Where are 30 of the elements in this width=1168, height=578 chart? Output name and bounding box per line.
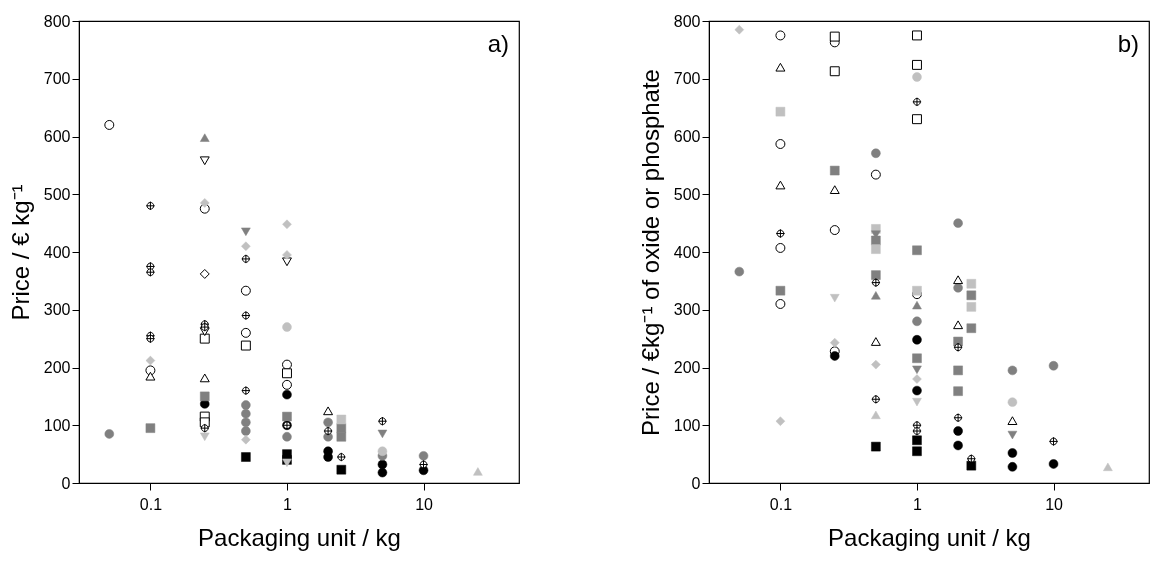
y-tick-label: 500 <box>43 185 71 203</box>
y-tick-label: 300 <box>673 301 701 319</box>
annotation: b) <box>1117 30 1139 57</box>
x-tick-label: 10 <box>415 495 434 513</box>
y-tick-label: 800 <box>43 12 71 30</box>
y-tick-label: 600 <box>43 128 71 145</box>
y-tick-label: 100 <box>43 416 71 434</box>
y-tick-label: 200 <box>673 359 701 376</box>
x-axis-title: Packaging unit / kg <box>198 523 401 551</box>
y-tick-label: 0 <box>61 474 71 492</box>
x-tick-label: 0.1 <box>769 495 793 513</box>
y-tick-label: 400 <box>673 243 701 261</box>
y-axis-title: Price / €kg⁻¹ of oxide or phosphate <box>636 69 664 436</box>
y-tick-label: 400 <box>43 243 71 261</box>
x-tick-label: 1 <box>283 495 293 513</box>
x-axis-title: Packaging unit / kg <box>828 523 1031 551</box>
y-axis-title: Price / € kg⁻¹ <box>6 184 34 321</box>
y-tick-label: 800 <box>673 12 701 30</box>
y-tick-label: 100 <box>673 416 701 434</box>
y-tick-label: 700 <box>43 70 71 88</box>
x-tick-label: 0.1 <box>139 495 163 513</box>
x-tick-label: 1 <box>913 495 923 513</box>
y-tick-label: 600 <box>673 128 701 145</box>
y-tick-label: 300 <box>43 301 71 319</box>
y-tick-label: 0 <box>691 474 701 492</box>
y-tick-label: 500 <box>673 185 701 203</box>
y-tick-label: 700 <box>673 70 701 88</box>
x-tick-label: 10 <box>1045 495 1064 513</box>
y-tick-label: 200 <box>43 359 71 376</box>
annotation: a) <box>487 30 509 57</box>
